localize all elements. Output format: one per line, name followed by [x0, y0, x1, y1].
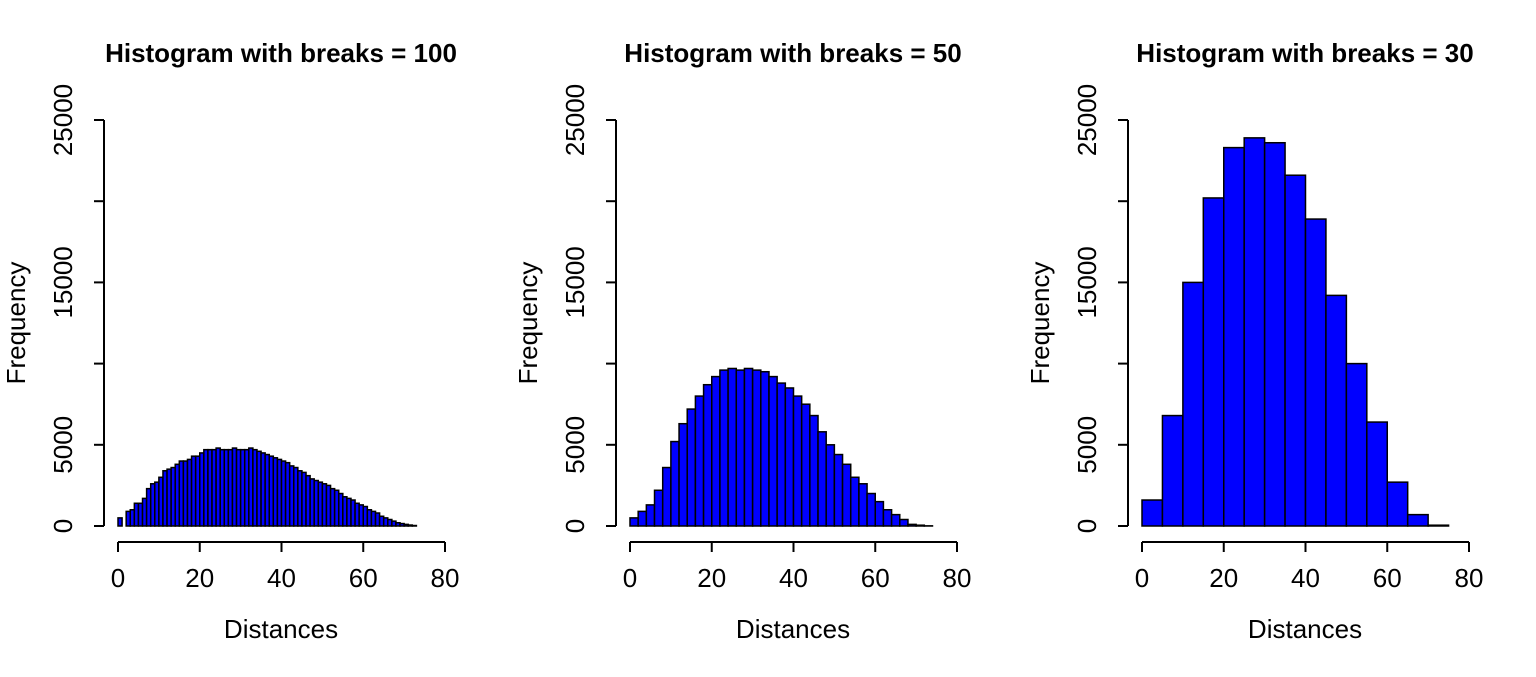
histogram-bar: [118, 518, 122, 526]
histogram-bar: [687, 409, 695, 526]
y-tick-label: 15000: [560, 246, 590, 318]
histogram-bar: [761, 372, 769, 526]
y-tick-label: 25000: [1072, 84, 1102, 156]
y-tick-label: 15000: [1072, 246, 1102, 318]
histogram-bar: [908, 524, 916, 526]
x-tick-label: 20: [1209, 563, 1238, 593]
histogram-bar: [1408, 515, 1428, 526]
y-tick-label: 25000: [560, 84, 590, 156]
histogram-bar: [1244, 138, 1264, 526]
histogram-bar: [769, 377, 777, 526]
histogram-bar: [1162, 416, 1182, 526]
x-tick-label: 80: [1455, 563, 1484, 593]
histogram-bar: [900, 520, 908, 527]
histogram-bar: [1224, 148, 1244, 526]
histogram-bar: [695, 396, 703, 526]
x-tick-label: 60: [1373, 563, 1402, 593]
histogram-bar: [1428, 525, 1448, 526]
y-axis-label: Frequency: [513, 262, 543, 385]
histogram-bar: [630, 518, 638, 526]
histogram-bar: [802, 404, 810, 526]
y-axis-label: Frequency: [1, 262, 31, 385]
y-tick-label: 5000: [48, 416, 78, 474]
y-tick-label: 5000: [560, 416, 590, 474]
histogram-bar: [1265, 143, 1285, 526]
histogram-bar: [834, 455, 842, 526]
histogram-bar: [1183, 282, 1203, 526]
histogram-bar: [1326, 295, 1346, 526]
histogram-bar: [638, 511, 646, 526]
histogram-bar: [883, 510, 891, 526]
y-tick-label: 5000: [1072, 416, 1102, 474]
x-tick-label: 40: [267, 563, 296, 593]
histogram-bar: [663, 468, 671, 526]
histogram-bar: [671, 442, 679, 526]
histogram-bar: [794, 396, 802, 526]
x-tick-label: 40: [1291, 563, 1320, 593]
histogram-bar: [1367, 422, 1387, 526]
x-tick-label: 80: [431, 563, 460, 593]
y-tick-label: 0: [560, 519, 590, 533]
histogram-bar: [646, 505, 654, 526]
histogram-bar: [728, 368, 736, 526]
y-tick-label: 25000: [48, 84, 78, 156]
histogram-bar: [810, 416, 818, 526]
histogram-bar: [818, 432, 826, 526]
x-tick-label: 0: [1135, 563, 1149, 593]
histogram-bar: [916, 525, 924, 526]
histogram-bar: [859, 484, 867, 526]
histogram-bar: [892, 515, 900, 526]
histogram-bar: [785, 388, 793, 526]
x-tick-label: 40: [779, 563, 808, 593]
histogram-bar: [753, 370, 761, 526]
histogram-bar: [679, 424, 687, 526]
histogram-bar: [1387, 482, 1407, 526]
y-axis-label: Frequency: [1025, 262, 1055, 385]
histogram-bar: [720, 370, 728, 526]
histogram-bar: [1346, 364, 1366, 526]
histogram-bar: [843, 464, 851, 526]
histogram-bar: [1203, 198, 1223, 526]
histogram-bar: [744, 368, 752, 526]
histogram-bar: [1306, 219, 1326, 526]
histogram-bar: [736, 370, 744, 526]
histogram-bar: [1142, 500, 1162, 526]
histogram-bar: [867, 494, 875, 526]
panel-title: Histogram with breaks = 100: [105, 38, 457, 68]
x-axis-label: Distances: [1248, 614, 1362, 644]
histogram-bar: [826, 445, 834, 526]
histogram-bar: [712, 377, 720, 526]
histogram-bar: [875, 502, 883, 526]
x-tick-label: 20: [185, 563, 214, 593]
x-tick-label: 0: [111, 563, 125, 593]
histogram-bar: [704, 385, 712, 526]
y-tick-label: 0: [1072, 519, 1102, 533]
y-tick-label: 15000: [48, 246, 78, 318]
histogram-bar: [851, 477, 859, 526]
panel-title: Histogram with breaks = 50: [624, 38, 961, 68]
y-tick-label: 0: [48, 519, 78, 533]
x-tick-label: 20: [697, 563, 726, 593]
histogram-bar: [655, 490, 663, 526]
panel-title: Histogram with breaks = 30: [1136, 38, 1473, 68]
histogram-bar: [1285, 175, 1305, 526]
histogram-bar: [777, 383, 785, 526]
x-axis-label: Distances: [736, 614, 850, 644]
x-tick-label: 0: [623, 563, 637, 593]
x-tick-label: 60: [861, 563, 890, 593]
x-tick-label: 80: [943, 563, 972, 593]
x-axis-label: Distances: [224, 614, 338, 644]
x-tick-label: 60: [349, 563, 378, 593]
